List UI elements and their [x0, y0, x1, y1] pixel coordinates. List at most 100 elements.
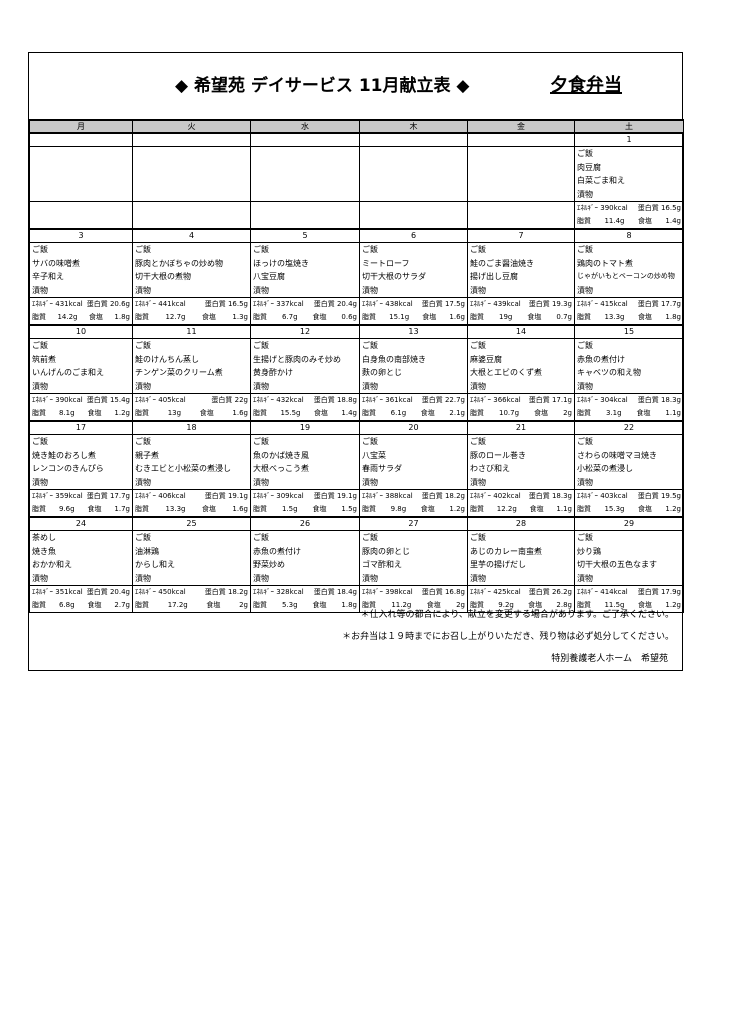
- menu-item: 漬物: [362, 573, 378, 583]
- fat-value: 6.1g: [390, 409, 407, 417]
- energy-label: ｴﾈﾙｷﾞｰ: [253, 588, 274, 596]
- menu-item: 漬物: [362, 477, 378, 487]
- menu-item: 魚のかば焼き風: [253, 450, 309, 460]
- protein-value: 18.4g: [336, 588, 357, 596]
- energy-label: ｴﾈﾙｷﾞｰ: [362, 588, 383, 596]
- menu-item: 漬物: [135, 285, 151, 295]
- nutrition-cell: ｴﾈﾙｷﾞｰ 309kcal 蛋白質 19.1g 脂質 1.5g 食塩 1.5g: [250, 489, 360, 518]
- note-bento: ＊お弁当は１９時までにお召し上がりいただき、残り物は必ず処分してください。: [342, 632, 674, 642]
- energy-value: 361kcal: [385, 396, 413, 404]
- protein-value: 19.3g: [551, 300, 572, 308]
- date-cell: 15: [574, 324, 684, 339]
- menu-item: ご飯: [577, 437, 593, 446]
- fat-value: 19g: [499, 313, 513, 321]
- menu-cell: ご飯 さわらの味噌マヨ焼き 小松菜の煮浸し 漬物: [574, 434, 684, 490]
- fat-label: 脂質: [470, 409, 484, 417]
- menu-item: ご飯: [135, 245, 151, 254]
- menu-cell: ご飯 鮭のごま醤油焼き 揚げ出し豆腐 漬物: [467, 242, 575, 298]
- empty-cell: [359, 146, 468, 202]
- nutrition-cell: ｴﾈﾙｷﾞｰ 425kcal 蛋白質 26.2g 脂質 9.2g 食塩 2.8g: [467, 585, 575, 613]
- protein-value: 18.3g: [660, 396, 681, 404]
- menu-item: ご飯: [362, 437, 378, 446]
- date-cell: 17: [29, 420, 133, 435]
- energy-value: 309kcal: [276, 492, 304, 500]
- fat-label: 脂質: [577, 601, 591, 609]
- menu-item: ご飯: [253, 437, 269, 446]
- menu-item: 焼き鮭のおろし煮: [32, 450, 96, 460]
- menu-item: 漬物: [253, 477, 269, 487]
- title-area: ◆ 希望苑 デイサービス 11月献立表 ◆ 夕食弁当: [29, 53, 682, 119]
- nutrition-cell: ｴﾈﾙｷﾞｰ 328kcal 蛋白質 18.4g 脂質 5.3g 食塩 1.8g: [250, 585, 360, 613]
- menu-item: 漬物: [32, 381, 48, 391]
- salt-value: 1.7g: [114, 505, 130, 513]
- salt-value: 1.2g: [665, 601, 681, 609]
- nutrition-row: ｴﾈﾙｷﾞｰ 390kcal 蛋白質 15.4g 脂質 8.1g 食塩 1.2g ｴﾈﾙ…: [29, 393, 684, 422]
- menu-item: 漬物: [135, 381, 151, 391]
- protein-value: 18.2g: [227, 588, 248, 596]
- weekday-header: 土: [574, 119, 684, 134]
- menu-item: 漬物: [577, 285, 593, 295]
- fat-label: 脂質: [253, 505, 267, 513]
- salt-value: 2g: [456, 601, 465, 609]
- energy-value: 366kcal: [493, 396, 521, 404]
- date-cell: 3: [29, 228, 133, 243]
- menu-cell: ご飯 生揚げと豚肉のみそ炒め 黄身酢かけ 漬物: [250, 338, 360, 394]
- protein-value: 18.2g: [444, 492, 465, 500]
- menu-item: ご飯: [253, 533, 269, 542]
- salt-value: 1.2g: [114, 409, 130, 417]
- menu-item: ミートローフ: [362, 258, 410, 268]
- menu-item: ご飯: [577, 149, 593, 158]
- menu-item: ご飯: [135, 437, 151, 446]
- energy-label: ｴﾈﾙｷﾞｰ: [135, 588, 156, 596]
- protein-value: 26.2g: [551, 588, 572, 596]
- menu-cell: ご飯 豚肉の卵とじ ゴマ酢和え 漬物: [359, 530, 468, 586]
- nutrition-cell: ｴﾈﾙｷﾞｰ 441kcal 蛋白質 16.5g 脂質 12.7g 食塩 1.3g: [132, 297, 251, 326]
- fat-value: 9.8g: [390, 505, 407, 513]
- menu-item: 漬物: [470, 573, 486, 583]
- menu-item: ご飯: [470, 437, 486, 446]
- salt-label: 食塩: [422, 313, 437, 321]
- salt-label: 食塩: [426, 601, 441, 609]
- menu-item: 辛子和え: [32, 272, 64, 281]
- weekday-header-row: 月火水木金土: [29, 119, 684, 134]
- energy-value: 414kcal: [600, 588, 628, 596]
- fat-value: 10.7g: [499, 409, 520, 417]
- menu-item: キャベツの和え物: [577, 368, 641, 377]
- fat-label: 脂質: [253, 313, 267, 321]
- protein-label: 蛋白質: [86, 300, 108, 308]
- protein-label: 蛋白質: [313, 588, 335, 596]
- menu-row: ご飯 焼き鮭のおろし煮 レンコンのきんぴら 漬物 ご飯 親子煮 むきエビと小松菜の煮浸し 漬物…: [29, 434, 684, 490]
- salt-value: 1.4g: [665, 217, 681, 225]
- salt-label: 食塩: [87, 505, 102, 513]
- menu-item: ご飯: [135, 341, 151, 350]
- protein-label: 蛋白質: [637, 396, 659, 404]
- empty-cell: [132, 201, 251, 230]
- menu-item: 漬物: [253, 381, 269, 391]
- menu-cell: ご飯 豚肉とかぼちゃの炒め物 切干大根の煮物 漬物: [132, 242, 251, 298]
- energy-value: 431kcal: [55, 300, 83, 308]
- date-cell: 20: [359, 420, 468, 435]
- protein-label: 蛋白質: [528, 396, 550, 404]
- menu-item: わさび和え: [470, 464, 510, 473]
- protein-label: 蛋白質: [637, 492, 659, 500]
- energy-value: 406kcal: [158, 492, 186, 500]
- menu-item: 揚げ出し豆腐: [470, 272, 518, 281]
- salt-label: 食塩: [529, 505, 544, 513]
- salt-label: 食塩: [312, 601, 327, 609]
- empty-cell: [29, 132, 133, 147]
- nutrition-cell: ｴﾈﾙｷﾞｰ 403kcal 蛋白質 19.5g 脂質 15.3g 食塩 1.2g: [574, 489, 684, 518]
- nutrition-cell: ｴﾈﾙｷﾞｰ 432kcal 蛋白質 18.8g 脂質 15.5g 食塩 1.4g: [250, 393, 360, 422]
- protein-label: 蛋白質: [528, 492, 550, 500]
- menu-item: 漬物: [32, 573, 48, 583]
- fat-value: 11.4g: [604, 217, 625, 225]
- energy-value: 398kcal: [385, 588, 413, 596]
- energy-label: ｴﾈﾙｷﾞｰ: [470, 588, 491, 596]
- energy-value: 359kcal: [55, 492, 83, 500]
- fat-value: 3.1g: [605, 409, 622, 417]
- menu-cell: ご飯 サバの味噌煮 辛子和え 漬物: [29, 242, 133, 298]
- salt-label: 食塩: [528, 601, 543, 609]
- nutrition-cell: ｴﾈﾙｷﾞｰ 304kcal 蛋白質 18.3g 脂質 3.1g 食塩 1.1g: [574, 393, 684, 422]
- energy-value: 441kcal: [158, 300, 186, 308]
- menu-cell: ご飯 あじのカレー南蛮煮 里芋の揚げだし 漬物: [467, 530, 575, 586]
- protein-label: 蛋白質: [313, 396, 335, 404]
